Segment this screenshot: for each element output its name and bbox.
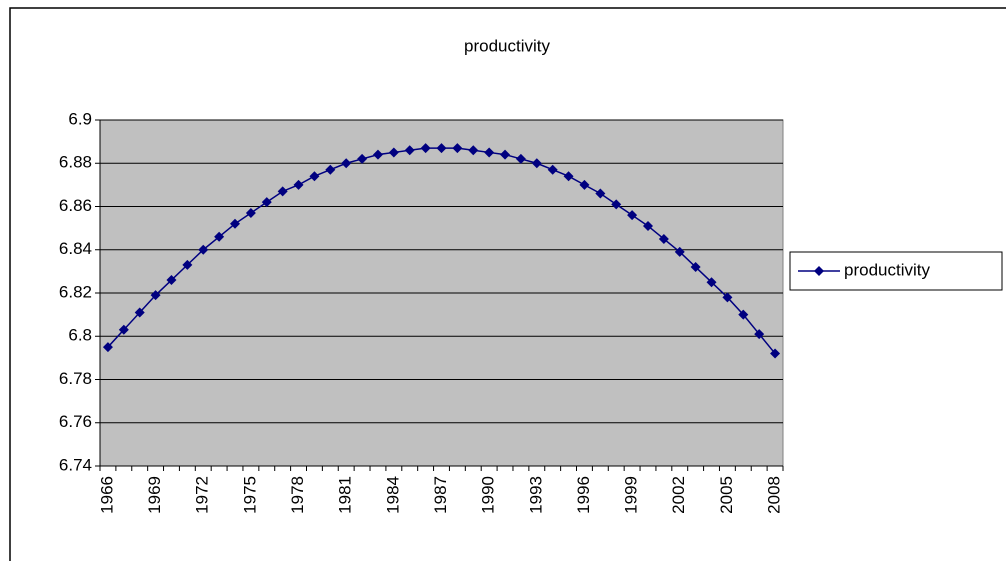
y-tick-label: 6.88: [59, 153, 92, 172]
data-point: [563, 171, 574, 182]
data-point: [754, 329, 765, 340]
data-point: [341, 158, 352, 169]
data-point: [150, 290, 161, 301]
y-tick-label: 6.9: [68, 109, 92, 128]
data-point: [309, 171, 320, 182]
data-point: [245, 207, 256, 218]
x-tick-label: 1969: [145, 476, 164, 514]
data-point: [627, 210, 638, 221]
data-point: [325, 164, 336, 175]
x-tick-label: 1984: [383, 476, 402, 514]
data-point: [452, 143, 463, 154]
y-tick-label: 6.74: [59, 455, 92, 474]
data-point: [642, 220, 653, 231]
data-point: [674, 246, 685, 257]
x-tick-label: 1975: [240, 476, 259, 514]
legend-marker: [814, 266, 824, 276]
chart-title: productivity: [464, 36, 550, 55]
y-tick-label: 6.82: [59, 282, 92, 301]
data-point: [611, 199, 622, 210]
x-tick-label: 1999: [622, 476, 641, 514]
chart-frame: [9, 7, 1006, 561]
y-tick-label: 6.84: [59, 239, 92, 258]
data-point: [230, 218, 241, 229]
data-point: [706, 277, 717, 288]
y-tick-label: 6.78: [59, 369, 92, 388]
data-point: [770, 348, 781, 359]
y-tick-label: 6.86: [59, 196, 92, 215]
data-point: [547, 164, 558, 175]
y-tick-label: 6.8: [68, 326, 92, 345]
x-tick-label: 1996: [574, 476, 593, 514]
data-point: [277, 186, 288, 197]
x-tick-label: 1987: [431, 476, 450, 514]
data-point: [515, 153, 526, 164]
data-point: [388, 147, 399, 158]
data-point: [484, 147, 495, 158]
data-point: [214, 231, 225, 242]
data-point: [102, 342, 113, 353]
x-tick-label: 1972: [193, 476, 212, 514]
data-point: [134, 307, 145, 318]
x-tick-label: 2002: [669, 476, 688, 514]
data-point: [118, 324, 129, 335]
x-tick-label: 1966: [97, 476, 116, 514]
data-point: [531, 158, 542, 169]
data-point: [404, 145, 415, 156]
data-point: [372, 149, 383, 160]
data-point: [468, 145, 479, 156]
legend-label: productivity: [844, 260, 930, 279]
x-tick-label: 1990: [479, 476, 498, 514]
x-tick-label: 1993: [526, 476, 545, 514]
data-point: [500, 149, 511, 160]
data-point: [658, 233, 669, 244]
x-tick-label: 1981: [336, 476, 355, 514]
data-point: [198, 244, 209, 255]
data-point: [595, 188, 606, 199]
y-tick-label: 6.76: [59, 412, 92, 431]
data-point: [722, 292, 733, 303]
data-point: [182, 259, 193, 270]
data-point: [166, 275, 177, 286]
data-point: [738, 309, 749, 320]
data-point: [293, 179, 304, 190]
data-point: [579, 179, 590, 190]
data-point: [357, 153, 368, 164]
x-tick-label: 2008: [765, 476, 784, 514]
data-point: [261, 197, 272, 208]
data-point: [420, 143, 431, 154]
x-tick-label: 1978: [288, 476, 307, 514]
x-tick-label: 2005: [717, 476, 736, 514]
data-point: [690, 262, 701, 273]
data-point: [436, 143, 447, 154]
